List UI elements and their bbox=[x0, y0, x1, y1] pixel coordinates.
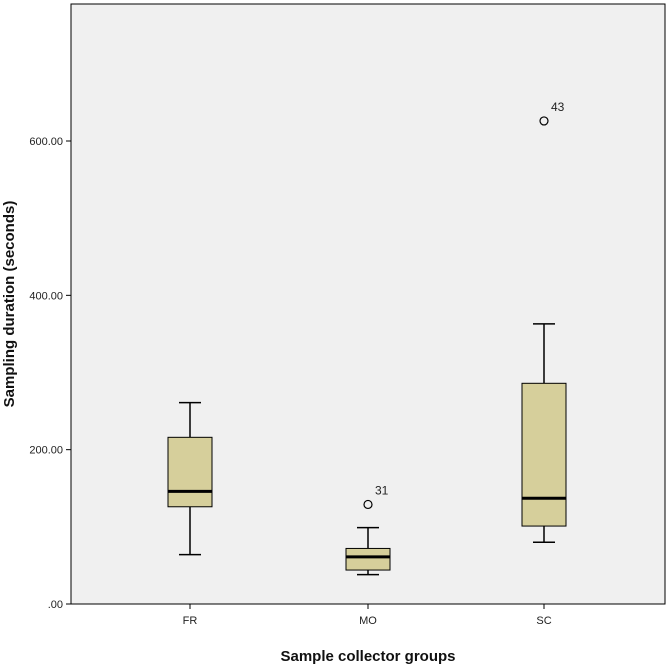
y-axis: .00 200.00 400.00 600.00 bbox=[29, 136, 71, 611]
outlier-point bbox=[539, 116, 549, 126]
x-tick-label: FR bbox=[183, 615, 198, 627]
plot-area bbox=[70, 3, 666, 605]
outlier-point bbox=[363, 499, 373, 510]
y-tick-label: .00 bbox=[48, 599, 63, 611]
iqr-box bbox=[345, 547, 391, 571]
box-group bbox=[167, 401, 213, 556]
box-group: 31 bbox=[345, 483, 391, 576]
y-tick-label: 400.00 bbox=[29, 290, 63, 302]
boxes: 31 43 bbox=[167, 100, 567, 576]
y-tick-label: 600.00 bbox=[29, 136, 63, 148]
x-tick-label: SC bbox=[536, 615, 551, 627]
box-group: 43 bbox=[521, 100, 567, 544]
x-axis-title: Sample collector groups bbox=[280, 648, 455, 665]
iqr-box bbox=[167, 436, 213, 508]
x-axis: FR MO SC bbox=[183, 604, 552, 627]
y-axis-title: Sampling duration (seconds) bbox=[1, 201, 18, 408]
x-tick-label: MO bbox=[359, 615, 377, 627]
iqr-box bbox=[521, 382, 567, 527]
outlier-label: 31 bbox=[375, 483, 389, 497]
outlier-label: 43 bbox=[551, 100, 565, 114]
y-tick-label: 200.00 bbox=[29, 445, 63, 457]
